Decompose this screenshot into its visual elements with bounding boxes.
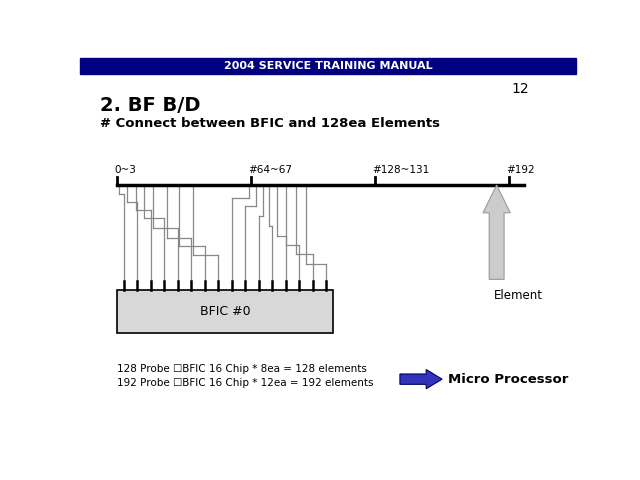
Polygon shape xyxy=(400,370,442,389)
Text: BFIC #0: BFIC #0 xyxy=(200,305,250,318)
Text: 2. BF B/D: 2. BF B/D xyxy=(100,96,200,115)
Polygon shape xyxy=(483,185,510,279)
Bar xyxy=(80,58,576,74)
Text: Micro Processor: Micro Processor xyxy=(448,372,568,385)
Text: 128 Probe ☐BFIC 16 Chip * 8ea = 128 elements: 128 Probe ☐BFIC 16 Chip * 8ea = 128 elem… xyxy=(117,364,367,373)
Text: Element: Element xyxy=(494,288,543,301)
Text: # Connect between BFIC and 128ea Elements: # Connect between BFIC and 128ea Element… xyxy=(100,117,440,130)
Text: 2004 SERVICE TRAINING MANUAL: 2004 SERVICE TRAINING MANUAL xyxy=(224,61,432,71)
Text: 192 Probe ☐BFIC 16 Chip * 12ea = 192 elements: 192 Probe ☐BFIC 16 Chip * 12ea = 192 ele… xyxy=(117,378,374,388)
Text: 12: 12 xyxy=(511,82,529,96)
Text: #192: #192 xyxy=(507,165,535,175)
Bar xyxy=(117,290,333,333)
Text: 0~3: 0~3 xyxy=(115,165,136,175)
Text: #128~131: #128~131 xyxy=(372,165,430,175)
Text: #64~67: #64~67 xyxy=(248,165,292,175)
